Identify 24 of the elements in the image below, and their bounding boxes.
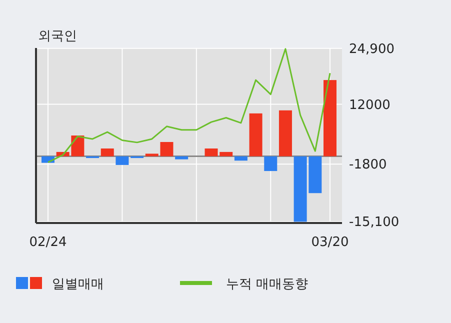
y-tick-label: -15,100 [349,215,400,230]
bar [175,156,188,160]
bar [294,156,307,222]
bar [116,156,129,165]
legend-label: 일별매매 [52,277,104,292]
bar [278,110,292,156]
bar [220,152,233,156]
bar [234,156,248,161]
bar [324,80,336,156]
bar [145,154,158,156]
bar [71,136,84,156]
chart-title: 외국인 [38,29,77,44]
y-tick-label: -1800 [349,158,387,173]
bar [264,156,278,172]
bar [160,142,174,156]
legend-label: 누적 매매동향 [226,277,308,292]
bar [204,148,218,156]
bar [249,113,262,156]
y-tick-label: 12000 [349,98,390,113]
bar [308,156,322,194]
x-tick-label: 03/20 [311,235,349,250]
y-tick-label: 24,900 [349,42,394,57]
bar [100,148,114,156]
x-tick-label: 02/24 [29,235,67,250]
